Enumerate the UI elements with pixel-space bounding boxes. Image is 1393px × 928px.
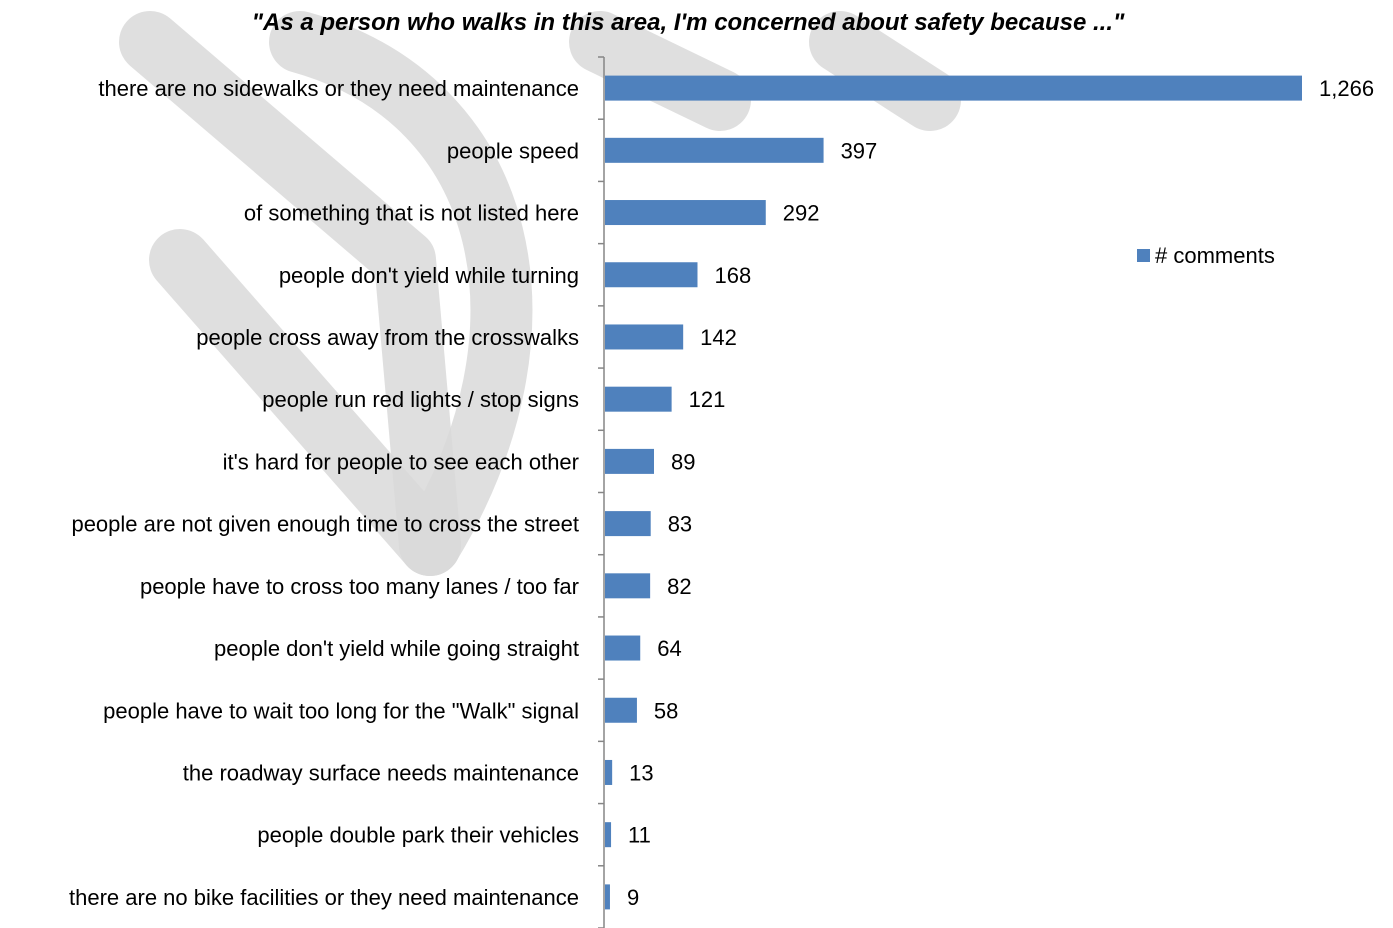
data-label: 89 [671,449,695,474]
bar [605,822,612,848]
data-label: 13 [629,760,653,785]
category-label: people don't yield while turning [279,263,579,288]
bar [605,200,766,226]
bar [605,573,651,599]
draft-watermark [119,11,961,576]
category-label: of something that is not listed here [244,201,579,226]
bar [605,759,613,785]
data-label: 83 [668,512,692,537]
bar [605,448,654,474]
bar [605,884,610,910]
category-label: people cross away from the crosswalks [196,325,579,350]
legend-label: # comments [1155,243,1275,268]
category-label: it's hard for people to see each other [223,449,579,474]
category-label: people are not given enough time to cros… [71,512,579,537]
bar [605,635,641,661]
category-label: people have to cross too many lanes / to… [140,574,579,599]
bar [605,386,672,412]
legend: # comments [1137,243,1275,268]
category-label: there are no sidewalks or they need main… [98,76,579,101]
data-label: 64 [657,636,681,661]
category-axis [598,56,605,928]
category-label: people speed [447,138,579,163]
data-label: 168 [714,263,751,288]
bar [605,75,1302,101]
data-label: 11 [628,823,651,848]
category-label: people run red lights / stop signs [262,387,579,412]
chart-title: "As a person who walks in this area, I'm… [252,9,1125,36]
data-label: 1,266 [1319,76,1374,101]
data-label: 82 [667,574,691,599]
category-label: people have to wait too long for the "Wa… [103,698,579,723]
category-label: people double park their vehicles [257,823,579,848]
data-label: 58 [654,698,678,723]
bar [605,511,651,537]
data-label: 9 [627,885,639,910]
category-label: there are no bike facilities or they nee… [69,885,579,910]
category-label: the roadway surface needs maintenance [183,760,579,785]
legend-swatch [1137,249,1150,262]
bar [605,262,698,288]
data-label: 142 [700,325,737,350]
category-label: people don't yield while going straight [214,636,579,661]
bars [605,75,1302,910]
category-labels: there are no sidewalks or they need main… [69,76,579,910]
data-label: 121 [689,387,726,412]
bar [605,137,824,163]
data-label: 292 [783,201,820,226]
value-labels: 1,266 397 292 168 142 121 89 83 82 64 58 13 11 9 [627,76,1374,910]
bar [605,324,684,350]
data-label: 397 [841,138,878,163]
bar [605,697,637,723]
